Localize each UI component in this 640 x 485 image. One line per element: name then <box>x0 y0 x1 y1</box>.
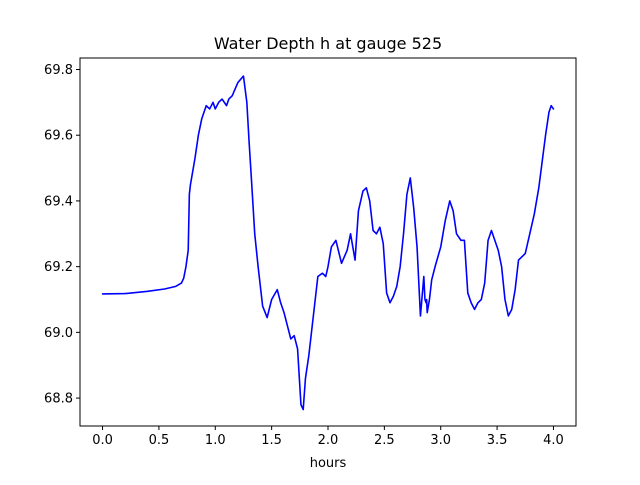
x-tick-label: 2.0 <box>318 433 339 448</box>
y-tick-label: 69.0 <box>44 326 73 341</box>
x-tick-label: 1.5 <box>261 433 282 448</box>
series-line <box>101 75 555 411</box>
y-tick-label: 68.8 <box>44 392 73 407</box>
x-tick-label: 1.0 <box>205 433 226 448</box>
y-tick-label: 69.8 <box>44 63 73 78</box>
x-tick-label: 3.5 <box>487 433 508 448</box>
x-tick-label: 2.5 <box>374 433 395 448</box>
y-tick-label: 69.2 <box>44 260 73 275</box>
y-tick-label: 69.6 <box>44 129 73 144</box>
axes-frame <box>79 57 577 427</box>
x-tick-label: 0.5 <box>149 433 170 448</box>
x-axis-label: hours <box>310 456 347 471</box>
plot-area <box>101 75 555 411</box>
chart-title: Water Depth h at gauge 525 <box>214 34 442 53</box>
x-tick-label: 3.0 <box>430 433 451 448</box>
y-tick-label: 69.4 <box>44 194 73 209</box>
x-tick-label: 4.0 <box>543 433 564 448</box>
x-tick-label: 0.0 <box>92 433 113 448</box>
axis-ticks: 0.0 0.5 1.0 1.5 2.0 2.5 3.0 3.5 4.0 68.8 69.0 69.2 6… <box>44 63 564 448</box>
